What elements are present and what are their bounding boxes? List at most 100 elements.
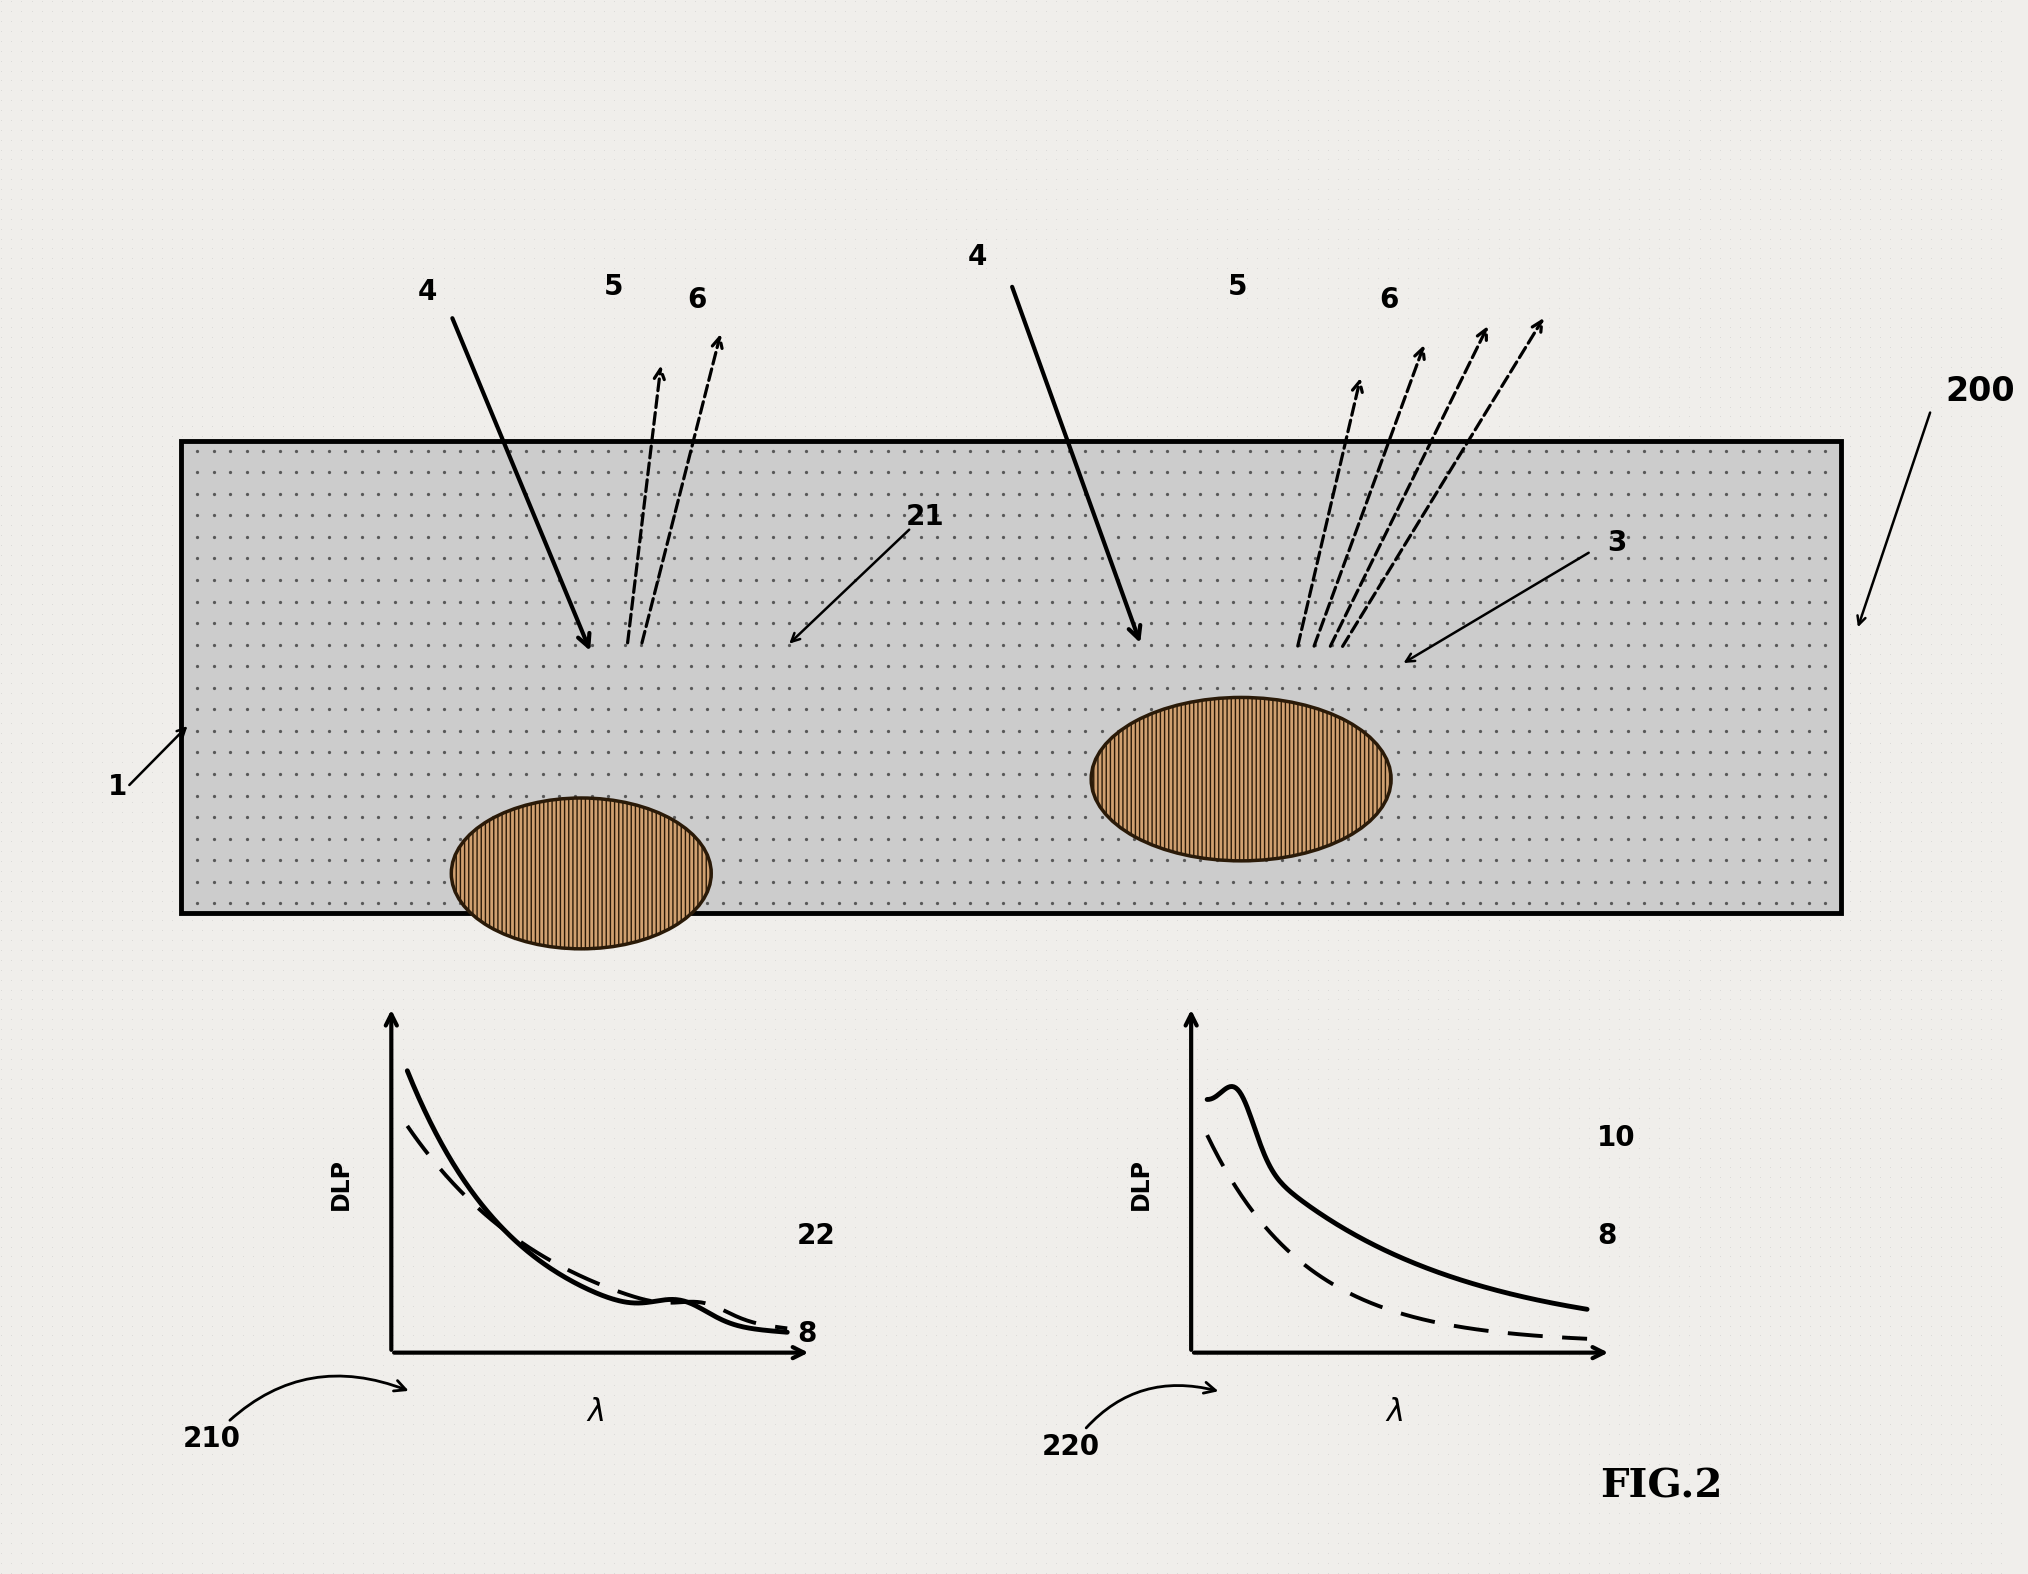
Point [1833, 562, 1866, 587]
Point [1813, 98, 1845, 123]
Point [1312, 227, 1345, 252]
Point [1312, 146, 1345, 172]
Point [166, 354, 199, 379]
Point [1051, 296, 1083, 321]
Point [679, 1047, 712, 1072]
Point [1292, 463, 1324, 488]
Point [187, 957, 219, 982]
Point [758, 157, 791, 183]
Point [1985, 513, 2018, 538]
Point [1312, 1333, 1345, 1358]
Point [900, 977, 933, 1003]
Point [477, 804, 509, 829]
Point [1332, 878, 1365, 903]
Point [629, 897, 661, 922]
Point [1381, 680, 1414, 705]
Point [840, 1135, 872, 1160]
Point [316, 818, 349, 844]
Point [1160, 541, 1192, 567]
Point [1833, 1253, 1866, 1278]
Point [1365, 653, 1397, 678]
Point [1261, 107, 1294, 132]
Point [1040, 927, 1073, 952]
Point [1823, 444, 1856, 469]
Point [1442, 98, 1474, 123]
Point [1523, 1105, 1555, 1130]
Point [1503, 1491, 1535, 1516]
Point [1874, 1056, 1906, 1081]
Point [26, 888, 59, 913]
Point [990, 227, 1022, 252]
Point [929, 848, 961, 874]
Point [428, 622, 460, 647]
Point [1071, 1520, 1103, 1546]
Point [789, 848, 821, 874]
Point [65, 227, 97, 252]
Point [1553, 789, 1586, 814]
Point [316, 948, 349, 973]
Point [1714, 1155, 1746, 1180]
Point [690, 1550, 722, 1574]
Point [1140, 582, 1172, 608]
Point [1633, 88, 1665, 113]
Point [217, 691, 249, 716]
Point [738, 541, 771, 567]
Point [507, 0, 539, 24]
Point [880, 1412, 913, 1437]
Point [1353, 1125, 1385, 1151]
Point [418, 255, 450, 280]
Point [296, 1333, 329, 1358]
Point [1764, 532, 1797, 557]
Point [1975, 19, 2008, 44]
Point [408, 1412, 440, 1437]
Point [26, 1144, 59, 1169]
Point [1612, 483, 1645, 508]
Point [929, 335, 961, 360]
Point [1864, 760, 1896, 785]
Point [1010, 1283, 1042, 1308]
Point [1663, 1520, 1695, 1546]
Point [237, 897, 270, 922]
Point [126, 1283, 158, 1308]
Point [1241, 552, 1274, 578]
Point [919, 652, 951, 677]
Point [1312, 405, 1345, 430]
Point [1081, 1382, 1113, 1407]
Point [1061, 0, 1093, 24]
Point [1785, 423, 1817, 449]
Point [1582, 858, 1614, 883]
Point [959, 1550, 992, 1574]
Point [1884, 1026, 1916, 1051]
Point [799, 908, 831, 933]
Point [1480, 740, 1513, 765]
Point [377, 1472, 410, 1497]
Point [1553, 592, 1586, 617]
Point [1724, 611, 1756, 636]
Point [880, 285, 913, 310]
Point [568, 818, 600, 844]
Point [939, 1333, 971, 1358]
Point [821, 482, 854, 507]
Point [237, 296, 270, 321]
Point [789, 700, 821, 726]
Point [1673, 601, 1706, 626]
Point [1020, 869, 1053, 894]
Point [296, 700, 329, 726]
Point [126, 888, 158, 913]
Point [641, 460, 673, 485]
Point [197, 1322, 229, 1347]
Point [1442, 423, 1474, 449]
Point [256, 1155, 288, 1180]
Point [438, 878, 470, 903]
Point [227, 266, 260, 291]
Point [829, 227, 862, 252]
Point [1503, 829, 1535, 855]
Point [55, 749, 87, 774]
Point [217, 1017, 249, 1042]
Point [1117, 826, 1150, 852]
Point [85, 680, 118, 705]
Point [1513, 1491, 1545, 1516]
Point [136, 1204, 168, 1229]
Point [146, 592, 178, 617]
Point [397, 1373, 430, 1398]
